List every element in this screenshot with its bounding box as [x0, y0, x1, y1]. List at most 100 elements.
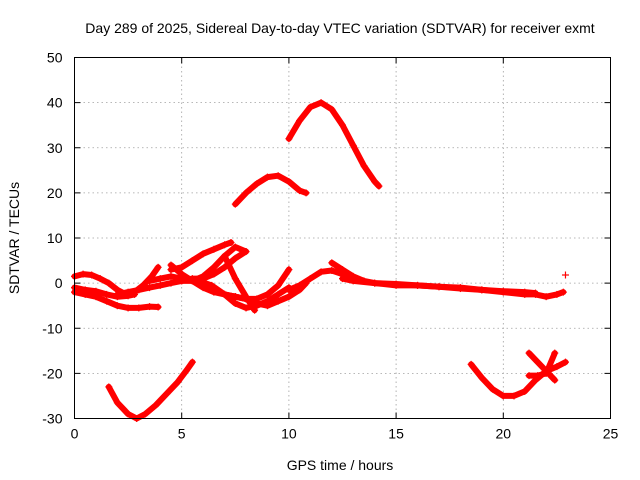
data-point: [302, 189, 310, 197]
x-tick-label: 25: [603, 426, 619, 442]
data-point: [253, 180, 261, 188]
data-point: [251, 306, 259, 314]
data-point: [141, 410, 149, 418]
data-point: [349, 277, 357, 285]
data-point: [182, 367, 190, 375]
series-line: [526, 350, 558, 379]
data-point: [231, 200, 239, 208]
data-point: [81, 286, 89, 294]
data-point: [489, 385, 497, 393]
y-tick-label: -30: [42, 411, 62, 427]
data-point: [88, 271, 96, 279]
y-axis-label: SDTVAR / TECUs: [6, 182, 22, 294]
data-point: [152, 401, 160, 409]
data-point: [306, 275, 314, 283]
y-tick-label: 50: [47, 50, 63, 66]
data-point: [242, 248, 250, 256]
data-point: [146, 277, 154, 285]
data-point: [542, 293, 550, 301]
series-arc-20: [525, 349, 559, 380]
data-point: [306, 103, 314, 111]
data-point: [534, 372, 542, 380]
data-point: [551, 376, 559, 384]
data-point: [371, 279, 379, 287]
y-tick-label: 40: [47, 95, 63, 111]
data-point: [242, 304, 250, 312]
data-point: [124, 304, 132, 312]
data-point: [92, 287, 100, 295]
data-point: [167, 279, 175, 287]
data-point: [105, 279, 113, 287]
data-point: [499, 392, 507, 400]
axis-ticks: [74, 57, 611, 419]
series-line: [526, 350, 558, 384]
data-point: [263, 302, 271, 310]
data-point: [534, 358, 542, 366]
series-line: [285, 99, 382, 190]
data-point: [210, 245, 218, 253]
data-point: [178, 263, 186, 271]
y-tick-label: -10: [42, 320, 62, 336]
data-point: [285, 178, 293, 186]
data-point: [531, 289, 539, 297]
data-point: [79, 270, 87, 278]
data-point: [285, 135, 293, 143]
data-point: [542, 369, 550, 377]
x-tick-label: 0: [71, 426, 79, 442]
data-point: [274, 290, 282, 298]
data-point: [253, 299, 261, 307]
data-point: [371, 178, 379, 186]
data-point: [96, 275, 104, 283]
data-point: [167, 272, 175, 280]
data-point: [113, 302, 121, 310]
data-point: [163, 390, 171, 398]
x-tick-label: 20: [496, 426, 512, 442]
data-point: [317, 268, 325, 276]
series-arc-14: [285, 99, 383, 190]
chart-title: Day 289 of 2025, Sidereal Day-to-day VTE…: [85, 20, 594, 36]
data-point: [103, 297, 111, 305]
data-point: [317, 99, 325, 107]
data-point: [263, 173, 271, 181]
y-tick-labels: -30 -20 -10 0 10 20 30 40 50: [42, 50, 62, 427]
data-point: [285, 286, 293, 294]
data-point: [553, 363, 561, 371]
data-point: [210, 263, 218, 271]
series-line: [183, 276, 292, 311]
plot-series: [71, 99, 569, 422]
series-arc-08: [167, 239, 235, 274]
data-point: [525, 372, 533, 380]
data-point: [525, 349, 533, 357]
data-point: [551, 349, 559, 357]
series-line: [105, 359, 196, 422]
x-tick-labels: 0 5 10 15 20 25: [71, 426, 619, 442]
data-point: [113, 399, 121, 407]
data-point: [231, 299, 239, 307]
y-tick-label: 30: [47, 140, 63, 156]
x-tick-label: 5: [178, 426, 186, 442]
data-point: [339, 121, 346, 129]
data-point: [208, 281, 216, 289]
y-tick-label: 10: [47, 230, 63, 246]
data-point: [210, 270, 218, 278]
y-tick-label: 0: [55, 275, 63, 291]
data-point: [227, 239, 235, 247]
data-point: [173, 378, 181, 386]
data-point: [296, 281, 304, 289]
data-point: [339, 266, 346, 274]
data-point: [414, 281, 422, 289]
data-point: [328, 259, 336, 267]
data-point: [274, 172, 282, 180]
data-point: [154, 303, 162, 311]
series-line: [468, 359, 569, 399]
data-point: [285, 293, 293, 301]
data-point: [328, 105, 336, 113]
data-point: [296, 187, 304, 195]
data-point: [154, 263, 162, 271]
data-point: [285, 266, 293, 274]
data-point: [392, 280, 400, 288]
data-point: [156, 281, 164, 289]
data-point: [231, 275, 239, 283]
